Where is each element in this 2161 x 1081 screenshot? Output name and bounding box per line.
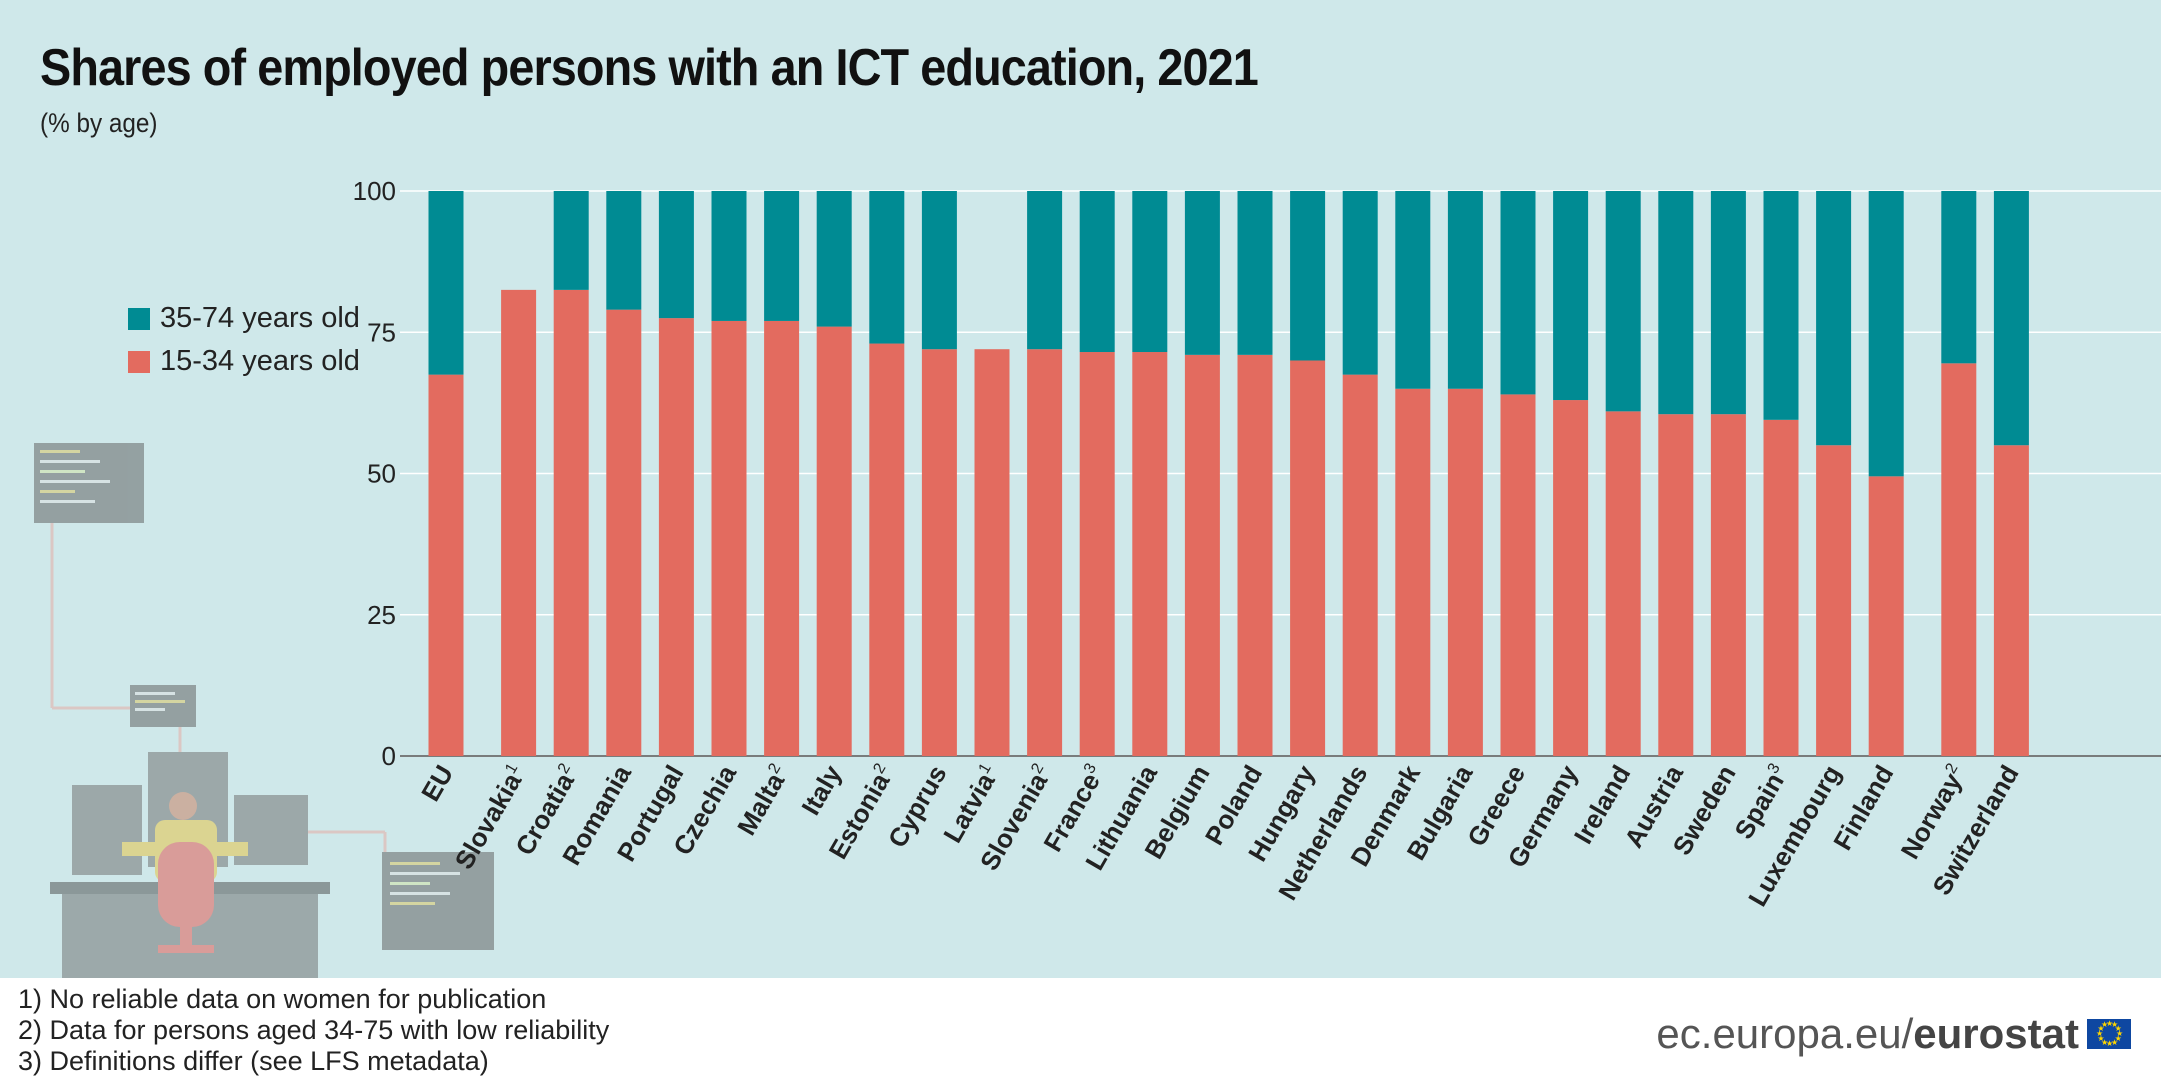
bar-35-74: [1868, 191, 1904, 477]
bar-15-34: [1184, 354, 1220, 756]
bar-15-34: [1447, 388, 1483, 756]
bar-35-74: [1500, 191, 1536, 395]
chart-title: Shares of employed persons with an ICT e…: [40, 39, 1259, 97]
y-tick-label: 0: [382, 741, 396, 771]
legend-item-15-34: 15-34 years old: [128, 345, 360, 378]
bar-35-74: [553, 191, 589, 290]
x-tick-label: Cyprus: [882, 760, 953, 853]
y-tick-label: 100: [353, 176, 396, 206]
eurostat-branding: ec.europa.eu/ eurostat ★ ★ ★ ★ ★ ★ ★ ★ ★ ★ ★ ★: [1656, 1010, 2131, 1058]
bar-35-74: [1710, 191, 1746, 415]
bar-35-74: [1395, 191, 1431, 389]
bar-15-34: [1605, 411, 1641, 756]
bar-35-74: [658, 191, 694, 319]
footnote-1: 1) No reliable data on women for publica…: [18, 984, 547, 1014]
x-tick-label: EU: [415, 760, 459, 806]
y-tick-label: 50: [367, 459, 396, 489]
bar-35-74: [1658, 191, 1694, 415]
bar-35-74: [711, 191, 747, 321]
bar-15-34: [1941, 363, 1977, 756]
bar-15-34: [1500, 394, 1536, 756]
x-tick-label: Malta2: [731, 760, 795, 840]
bar-15-34: [1237, 354, 1273, 756]
bar-35-74: [764, 191, 800, 321]
stacked-bar-chart: 0255075100EUSlovakia1Croatia2RomaniaPort…: [353, 176, 2161, 911]
bar-15-34: [1342, 374, 1378, 756]
bar-35-74: [869, 191, 905, 344]
bar-35-74: [1290, 191, 1326, 361]
y-tick-label: 25: [367, 600, 396, 630]
bar-15-34: [1553, 400, 1589, 756]
bar-15-34: [1132, 352, 1168, 756]
x-tick-label: Slovakia1: [449, 760, 532, 874]
bar-35-74: [1342, 191, 1378, 375]
bar-15-34: [1763, 419, 1799, 756]
brand-name: eurostat: [1913, 1010, 2079, 1057]
bar-15-34: [764, 320, 800, 756]
bar-15-34: [711, 320, 747, 756]
bar-35-74: [1027, 191, 1063, 350]
bar-35-74: [816, 191, 852, 327]
bar-35-74: [1993, 191, 2029, 446]
bar-35-74: [1553, 191, 1589, 401]
bar-35-74: [1816, 191, 1852, 446]
x-tick-label: Italy: [795, 760, 847, 821]
bar-15-34: [606, 309, 642, 756]
bar-15-34: [1993, 445, 2029, 756]
bar-15-34: [501, 289, 537, 756]
bar-15-34: [869, 343, 905, 756]
bar-35-74: [1132, 191, 1168, 353]
bar-35-74: [1184, 191, 1220, 355]
bar-35-74: [1447, 191, 1483, 389]
bar-15-34: [428, 374, 464, 756]
bar-15-34: [921, 349, 957, 756]
bar-15-34: [1027, 349, 1063, 756]
bar-15-34: [1816, 445, 1852, 756]
legend-item-35-74: 35-74 years old: [128, 302, 360, 335]
legend-swatch-35-74: [128, 307, 150, 330]
bar-15-34: [974, 349, 1010, 756]
legend-label-15-34: 15-34 years old: [160, 345, 360, 377]
eu-flag-icon: ★ ★ ★ ★ ★ ★ ★ ★ ★ ★ ★ ★: [2087, 1019, 2131, 1049]
bar-15-34: [1710, 414, 1746, 756]
legend-label-35-74: 35-74 years old: [160, 302, 360, 334]
footnotes: 1) No reliable data on women for publica…: [18, 984, 609, 1077]
bar-15-34: [658, 318, 694, 756]
bar-35-74: [1237, 191, 1273, 355]
bar-35-74: [1763, 191, 1799, 420]
bar-15-34: [553, 289, 589, 756]
bar-15-34: [1079, 352, 1115, 756]
bar-15-34: [816, 326, 852, 756]
bar-15-34: [1658, 414, 1694, 756]
bar-35-74: [1079, 191, 1115, 353]
footnote-2: 2) Data for persons aged 34-75 with low …: [18, 1015, 610, 1045]
bar-35-74: [428, 191, 464, 375]
person-at-computers-icon: [34, 443, 494, 978]
bar-15-34: [1290, 360, 1326, 756]
brand-url: ec.europa.eu/: [1656, 1010, 1914, 1057]
bar-15-34: [1395, 388, 1431, 756]
footnote-3: 3) Definitions differ (see LFS metadata): [18, 1046, 489, 1076]
bar-35-74: [1941, 191, 1977, 364]
bar-35-74: [606, 191, 642, 310]
chart-subtitle: (% by age): [40, 108, 158, 138]
bar-15-34: [1868, 476, 1904, 756]
bar-35-74: [921, 191, 957, 350]
y-tick-label: 75: [367, 317, 396, 347]
bar-35-74: [1605, 191, 1641, 412]
legend-swatch-15-34: [128, 350, 150, 373]
